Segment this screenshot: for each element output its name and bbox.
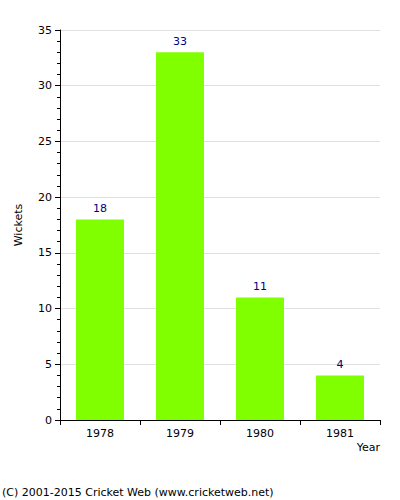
svg-text:0: 0: [45, 414, 52, 427]
svg-text:4: 4: [337, 358, 344, 371]
svg-text:11: 11: [253, 280, 267, 293]
svg-text:10: 10: [38, 302, 52, 315]
svg-text:1981: 1981: [326, 427, 354, 440]
svg-text:15: 15: [38, 246, 52, 259]
svg-text:18: 18: [93, 202, 107, 215]
svg-text:30: 30: [38, 79, 52, 92]
svg-text:1979: 1979: [166, 427, 194, 440]
svg-text:(C) 2001-2015 Cricket Web (www: (C) 2001-2015 Cricket Web (www.cricketwe…: [2, 486, 274, 499]
svg-text:Wickets: Wickets: [12, 203, 25, 246]
svg-text:35: 35: [38, 24, 52, 37]
svg-text:5: 5: [45, 358, 52, 371]
svg-text:Year: Year: [356, 441, 381, 454]
svg-text:1978: 1978: [86, 427, 114, 440]
svg-text:33: 33: [173, 35, 187, 48]
svg-text:25: 25: [38, 135, 52, 148]
svg-text:1980: 1980: [246, 427, 274, 440]
svg-text:20: 20: [38, 191, 52, 204]
